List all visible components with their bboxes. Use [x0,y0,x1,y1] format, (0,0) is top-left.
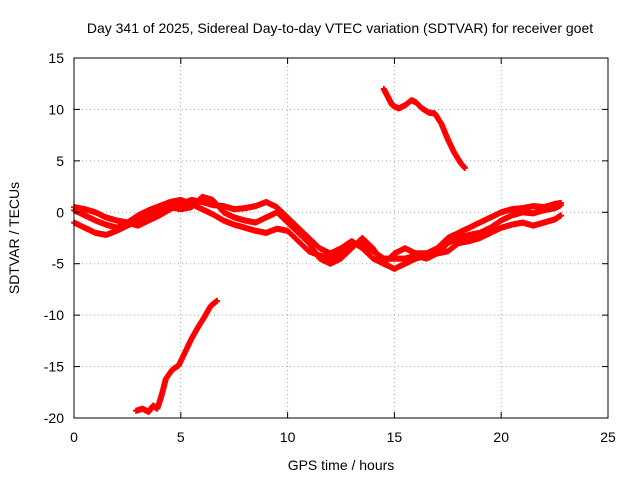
y-axis-label: SDTVAR / TECUs [6,182,22,294]
series-early-day-segment [132,297,221,415]
plot-frame [73,57,609,419]
x-tick-label: 10 [280,429,296,445]
x-tick-label: 15 [387,429,403,445]
y-tick-label: -15 [44,359,64,375]
series-late-day-segment [380,85,468,172]
y-tick-label: 0 [56,204,64,220]
y-tick-label: -5 [52,256,65,272]
y-tick-label: -10 [44,307,64,323]
y-tick-label: -20 [44,410,64,426]
chart-title: Day 341 of 2025, Sidereal Day-to-day VTE… [87,20,593,36]
y-tick-label: 10 [48,101,64,117]
grid [74,58,608,418]
y-tick-label: 15 [48,50,64,66]
series-track-b [71,193,565,272]
x-axis-label: GPS time / hours [288,457,395,473]
data-point [558,202,565,209]
data-point [558,212,565,219]
x-tick-label: 5 [177,429,185,445]
axis-ticks: 0 5 10 15 20 25 -20 -15 -10 -5 0 5 10 15 [44,50,616,445]
series-track-c [71,196,565,262]
x-tick-label: 20 [493,429,509,445]
x-tick-label: 0 [70,429,78,445]
y-tick-label: 5 [56,153,64,169]
data-layer [71,85,565,415]
x-tick-label: 25 [600,429,616,445]
data-point [214,297,221,304]
data-point [461,165,468,172]
